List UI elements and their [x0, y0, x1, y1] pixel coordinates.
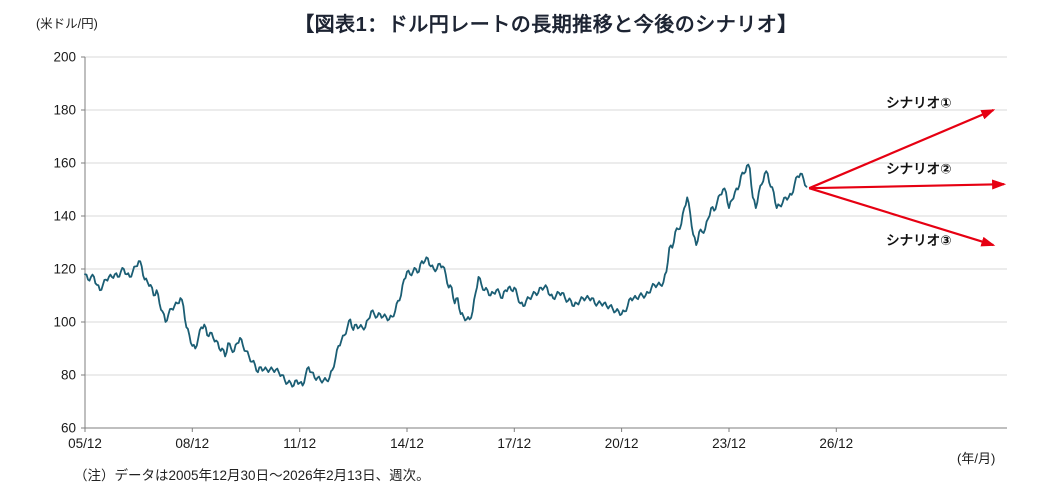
scenario-label-3: シナリオ③ — [886, 233, 951, 248]
y-tick-label: 120 — [53, 262, 76, 277]
x-tick-label: 14/12 — [390, 436, 424, 451]
scenario-arrow-3 — [808, 187, 996, 247]
x-tick-label: 23/12 — [712, 436, 746, 451]
x-tick-label: 20/12 — [605, 436, 639, 451]
x-axis-unit-label: (年/月) — [957, 451, 996, 466]
source-note: （注）データは2005年12月30日～2026年2月13日、週次。 — [74, 468, 430, 483]
y-tick-label: 140 — [53, 209, 76, 224]
x-tick-label: 05/12 — [68, 436, 102, 451]
y-tick-label: 200 — [53, 50, 76, 65]
y-tick-label: 160 — [53, 156, 76, 171]
usdjpy-rate-line — [84, 163, 808, 388]
x-tick-label: 17/12 — [497, 436, 531, 451]
x-tick-label: 11/12 — [283, 436, 316, 451]
y-tick-label: 60 — [61, 421, 76, 436]
y-tick-label: 100 — [53, 315, 76, 330]
chart-title: 【図表1：ドル円レートの長期推移と今後のシナリオ】 — [294, 14, 798, 36]
scenario-arrow-2 — [809, 179, 1007, 190]
scenario-label-1: シナリオ① — [886, 95, 951, 110]
scenario-arrow-1 — [808, 108, 996, 190]
y-tick-label: 180 — [53, 103, 76, 118]
scenario-label-2: シナリオ② — [886, 162, 951, 177]
y-axis-unit-label: (米ドル/円) — [36, 17, 98, 31]
x-tick-label: 08/12 — [175, 436, 209, 451]
y-tick-label: 80 — [61, 368, 76, 383]
x-tick-label: 26/12 — [819, 436, 853, 451]
